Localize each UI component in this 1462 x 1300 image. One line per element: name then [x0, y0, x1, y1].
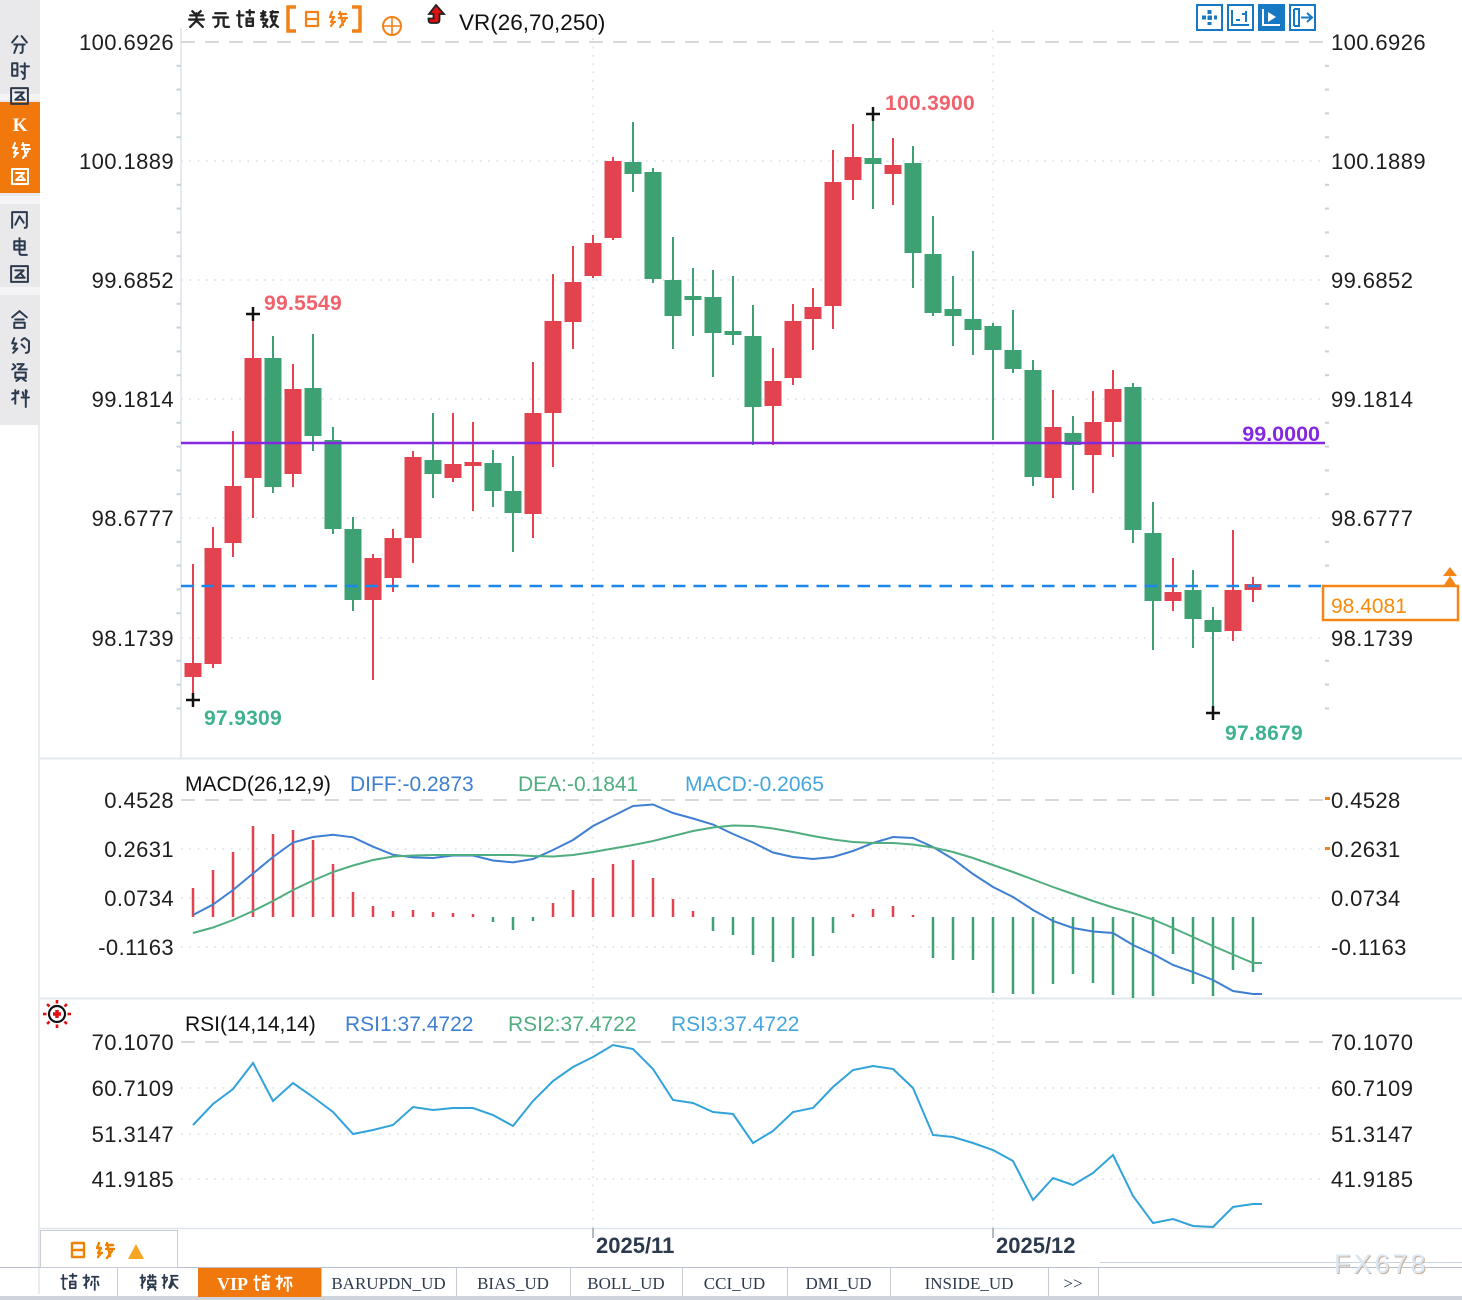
svg-text:RSI1:37.4722: RSI1:37.4722 [345, 1013, 473, 1036]
svg-text:100.1889: 100.1889 [79, 149, 174, 174]
svg-text:97.9309: 97.9309 [204, 707, 282, 730]
svg-text:98.6777: 98.6777 [92, 506, 174, 531]
svg-text:BARUPDN_UD: BARUPDN_UD [331, 1274, 445, 1293]
svg-text:100.6926: 100.6926 [1331, 30, 1426, 55]
svg-text:FX678: FX678 [1334, 1249, 1429, 1279]
svg-text:-0.1163: -0.1163 [1331, 935, 1407, 960]
svg-text:99.1814: 99.1814 [92, 387, 174, 412]
svg-text:0.0734: 0.0734 [104, 886, 174, 911]
svg-text:60.7109: 60.7109 [1331, 1076, 1413, 1101]
svg-text:0.4528: 0.4528 [104, 788, 174, 813]
svg-text:0.4528: 0.4528 [1331, 788, 1401, 813]
svg-text:70.1070: 70.1070 [1331, 1030, 1413, 1055]
svg-text:MACD:-0.2065: MACD:-0.2065 [685, 773, 824, 796]
svg-text:DIFF:-0.2873: DIFF:-0.2873 [350, 773, 474, 796]
svg-text:99.0000: 99.0000 [1242, 422, 1320, 446]
svg-text:BOLL_UD: BOLL_UD [587, 1274, 664, 1293]
svg-text:41.9185: 41.9185 [1331, 1167, 1413, 1192]
svg-text:RSI3:37.4722: RSI3:37.4722 [671, 1013, 799, 1036]
svg-text:2025/11: 2025/11 [596, 1233, 674, 1258]
svg-text:99.6852: 99.6852 [92, 268, 174, 293]
svg-text:VR(26,70,250): VR(26,70,250) [459, 10, 605, 35]
svg-text:CCI_UD: CCI_UD [704, 1274, 765, 1293]
svg-text:0.0734: 0.0734 [1331, 886, 1401, 911]
svg-text:99.6852: 99.6852 [1331, 268, 1413, 293]
svg-text:2025/12: 2025/12 [996, 1233, 1076, 1258]
svg-text:99.1814: 99.1814 [1331, 387, 1413, 412]
svg-text:98.1739: 98.1739 [92, 626, 174, 651]
svg-text:98.4081: 98.4081 [1331, 595, 1407, 618]
svg-text:>>: >> [1063, 1274, 1082, 1293]
svg-text:98.1739: 98.1739 [1331, 626, 1413, 651]
svg-text:100.6926: 100.6926 [79, 30, 174, 55]
svg-text:MACD(26,12,9): MACD(26,12,9) [185, 773, 331, 796]
svg-text:DEA:-0.1841: DEA:-0.1841 [518, 773, 638, 796]
svg-text:K: K [13, 115, 28, 136]
svg-text:100.3900: 100.3900 [885, 92, 975, 115]
svg-text:99.5549: 99.5549 [264, 292, 342, 315]
svg-text:0.2631: 0.2631 [1331, 837, 1401, 862]
svg-text:DMI_UD: DMI_UD [805, 1274, 871, 1293]
svg-text:RSI(14,14,14): RSI(14,14,14) [185, 1013, 316, 1036]
svg-text:51.3147: 51.3147 [1331, 1122, 1413, 1147]
svg-text:100.1889: 100.1889 [1331, 149, 1426, 174]
svg-text:VIP: VIP [217, 1274, 248, 1294]
svg-text:0.2631: 0.2631 [104, 837, 174, 862]
svg-text:60.7109: 60.7109 [92, 1076, 174, 1101]
svg-text:51.3147: 51.3147 [92, 1122, 174, 1147]
svg-text:97.8679: 97.8679 [1225, 722, 1303, 745]
svg-text:BIAS_UD: BIAS_UD [477, 1274, 549, 1293]
svg-text:70.1070: 70.1070 [92, 1030, 174, 1055]
svg-text:41.9185: 41.9185 [92, 1167, 174, 1192]
svg-text:INSIDE_UD: INSIDE_UD [925, 1274, 1014, 1293]
svg-text:-0.1163: -0.1163 [98, 935, 174, 960]
svg-text:98.6777: 98.6777 [1331, 506, 1413, 531]
svg-text:RSI2:37.4722: RSI2:37.4722 [508, 1013, 636, 1036]
